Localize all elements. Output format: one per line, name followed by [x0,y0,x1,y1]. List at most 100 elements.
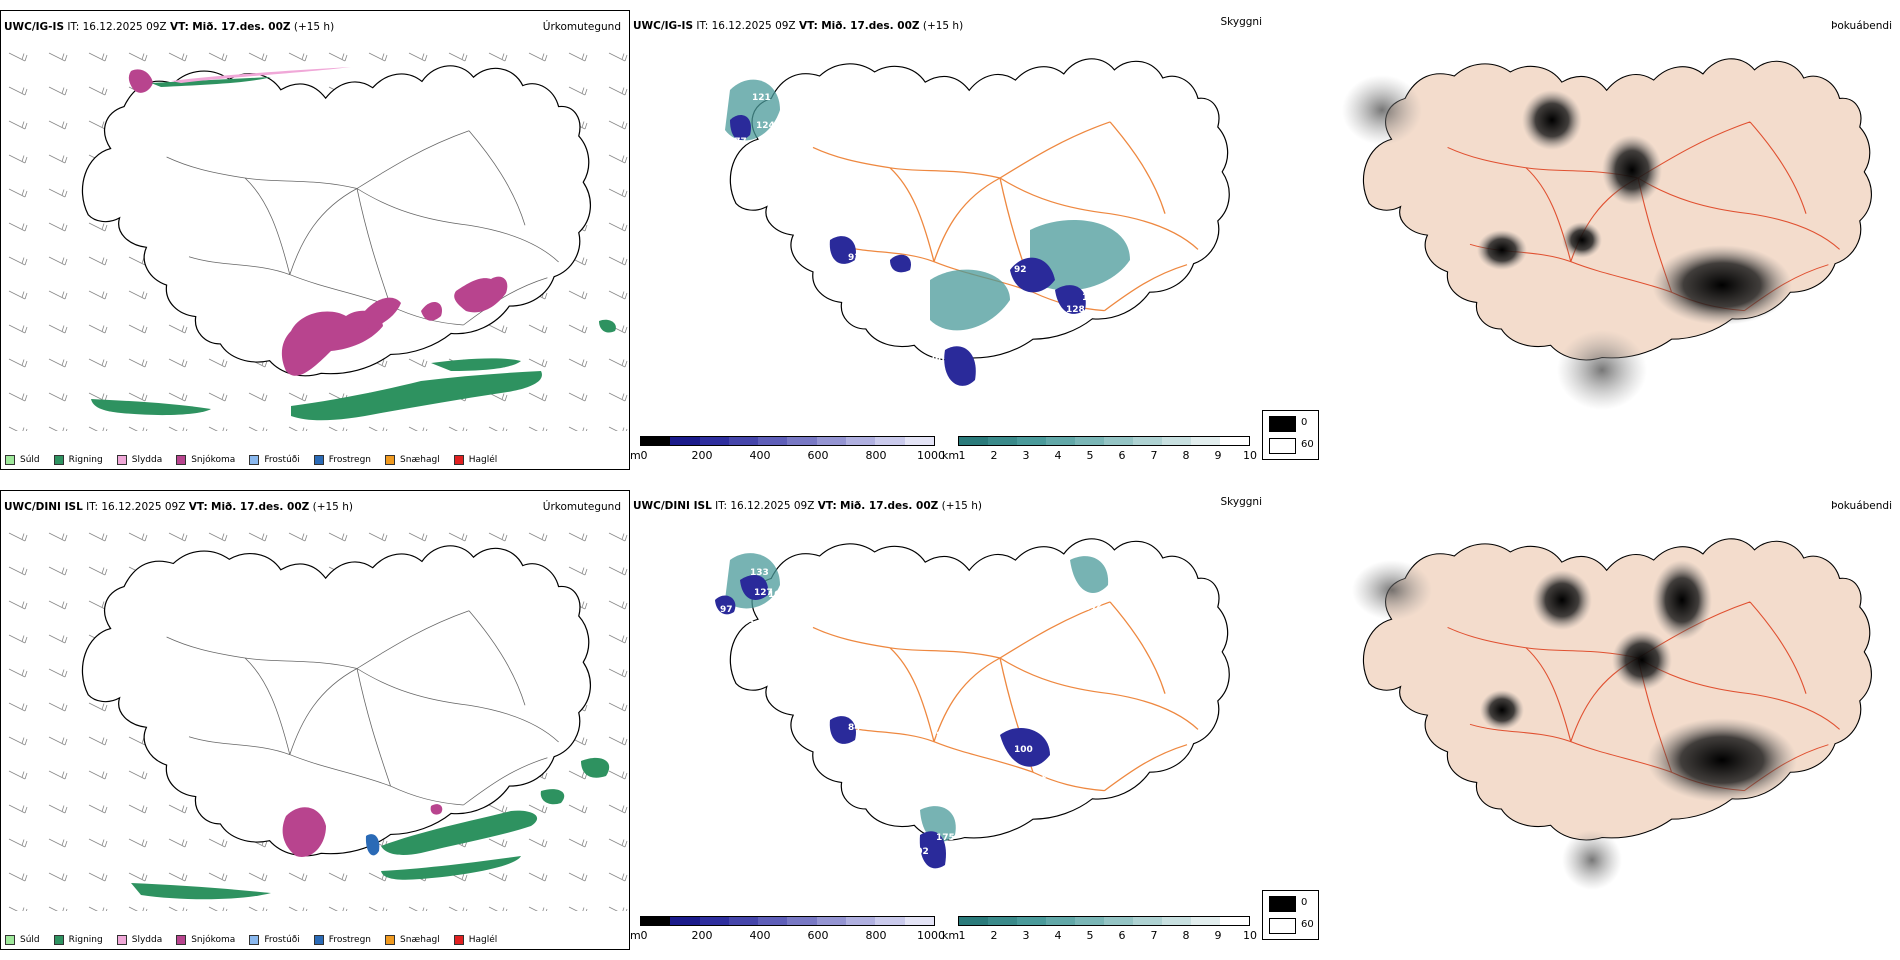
vis-label: 21 [908,389,921,399]
snow-area-south [282,804,443,857]
rain-area-south [131,757,610,900]
vis-label: 34 [1078,615,1091,625]
vis-label: 83 [1020,293,1033,303]
legend-snow-pellets: Snæhagl [385,935,440,945]
vis-label: 155 [1060,337,1079,347]
legend-freezing-rain: Frostregn [313,455,371,465]
vis-label: 88 [830,743,843,753]
vis-label: 162 [1082,293,1101,303]
visibility-blue-areas [730,115,1086,386]
legend-snow: Snjókoma [176,935,235,945]
visibility-blue-areas [715,575,1050,869]
legend-drizzle: Súld [5,935,40,945]
precip-legend: Súld Rigning Slydda Snjókoma Frostúði Fr… [5,455,497,465]
vis-label: 47 [930,871,943,881]
fog-areas [1342,75,1792,410]
panel-title: Þokuábendi [1831,20,1892,32]
visibility-labels: 133 127 107 97 38 101 32 34 84 88 85 100… [720,568,1103,881]
vis-label: 50 [932,387,945,397]
legend-hail: Haglél [453,455,497,465]
vis-label: 103 [1040,771,1059,781]
vis-label: 84 [848,723,861,733]
panel-title: Skyggni [1220,16,1263,28]
panel-title: Úrkomutegund [542,501,621,513]
visibility-labels: 121 124 177 100 93 77 87 92 83 162 128 9… [728,93,1101,399]
legend-sleet: Slydda [116,935,162,945]
legend-snow-pellets: Snæhagl [385,455,440,465]
legend-snow: Snjókoma [176,455,235,465]
precip-legend: Súld Rigning Slydda Snjókoma Frostúði Fr… [5,935,497,945]
iceland-coastline [1362,538,1872,841]
fog-map-bottom [1352,538,1872,890]
vis-label: 128 [1066,305,1085,315]
legend-freezing-drizzle: Frostúði [249,455,300,465]
rain-area-south [91,77,616,421]
panel-header: UWC/IG-IS IT: 16.12.2025 09Z VT: Mið. 17… [633,20,964,32]
vis-label: 71 [912,367,925,377]
vis-label: 133 [750,568,769,578]
vis-label: 90 [932,355,945,365]
vis-label: 38 [748,620,761,630]
iceland-coastline [1362,58,1872,361]
panel-title: Þokuábendi [1831,500,1892,512]
fog-legend: 0 60 [1262,410,1319,460]
panel-header: UWC/IG-IS IT: 16.12.2025 09Z VT: Mið. 17… [4,21,335,33]
vis-label: 127 [754,588,773,598]
precip-map-top [1,41,629,431]
legend-rain: Rigning [53,455,103,465]
legend-hail: Haglél [453,935,497,945]
visibility-panel-top: 121 124 177 100 93 77 87 92 83 162 128 9… [630,10,1263,470]
precip-type-panel-bottom: UWC/DINI ISL IT: 16.12.2025 09Z VT: Mið.… [0,490,630,950]
vis-label: 124 [756,121,775,131]
vis-label: 177 [728,137,747,147]
legend-freezing-drizzle: Frostúði [249,935,300,945]
iceland-coastline [729,538,1230,841]
legend-sleet: Slydda [116,455,162,465]
fog-legend: 0 60 [1262,890,1319,940]
vis-label: 87 [842,273,855,283]
panel-header: UWC/DINI ISL IT: 16.12.2025 09Z VT: Mið.… [633,500,982,512]
vis-label: 85 [1060,803,1073,813]
precip-type-panel-top: UWC/IG-IS IT: 16.12.2025 09Z VT: Mið. 17… [0,10,630,470]
vis-label: 121 [752,93,771,103]
fog-map-top [1342,58,1872,410]
vis-label: 175 [936,833,955,843]
visibility-map-bottom: 133 127 107 97 38 101 32 34 84 88 85 100… [715,538,1230,881]
vis-label: 32 [1090,601,1103,611]
visibility-colorbar: km 1 2 3 4 5 6 7 8 9 10 [942,916,1257,942]
vis-label: 93 [848,253,861,263]
vis-label: 96 [1034,319,1047,329]
vis-label: 100 [1014,745,1033,755]
cloud-base-colorbar: m 0 200 400 600 800 1000 [630,436,945,462]
snow-area-south [128,69,508,376]
legend-freezing-rain: Frostregn [313,935,371,945]
vis-label: 85 [936,731,949,741]
visibility-panel-bottom: 133 127 107 97 38 101 32 34 84 88 85 100… [630,490,1263,950]
cloud-base-colorbar: m 0 200 400 600 800 1000 [630,916,945,942]
vis-label: 55 [935,373,948,383]
fog-areas [1352,560,1797,890]
vis-label: 101 [1078,603,1097,613]
visibility-colorbar: km 1 2 3 4 5 6 7 8 9 10 [942,436,1257,462]
sleet-area-north [171,67,351,83]
legend-drizzle: Súld [5,455,40,465]
vis-label: 199 [1052,321,1071,331]
vis-label: 97 [720,605,733,615]
top-row: UWC/IG-IS IT: 16.12.2025 09Z VT: Mið. 17… [0,10,1900,480]
legend-rain: Rigning [53,935,103,945]
panel-title: Úrkomutegund [542,21,621,33]
vis-label: 102 [910,847,929,857]
bottom-row: UWC/DINI ISL IT: 16.12.2025 09Z VT: Mið.… [0,490,1900,960]
vis-label: 152 [906,863,925,873]
freezing-rain-area [365,834,380,856]
panel-title: Skyggni [1220,496,1263,508]
precip-map-bottom [1,521,629,911]
visibility-map-top: 121 124 177 100 93 77 87 92 83 162 128 9… [725,58,1230,399]
panel-header: UWC/DINI ISL IT: 16.12.2025 09Z VT: Mið.… [4,501,353,513]
vis-label: 77 [938,255,951,265]
fog-indicator-panel-bottom: Þokuábendi 0 60 [1262,490,1900,950]
vis-label: 100 [752,146,771,156]
vis-label: 92 [1014,265,1027,275]
fog-indicator-panel-top: Þokuábendi 0 60 [1262,10,1900,470]
vis-label: 107 [768,590,787,600]
